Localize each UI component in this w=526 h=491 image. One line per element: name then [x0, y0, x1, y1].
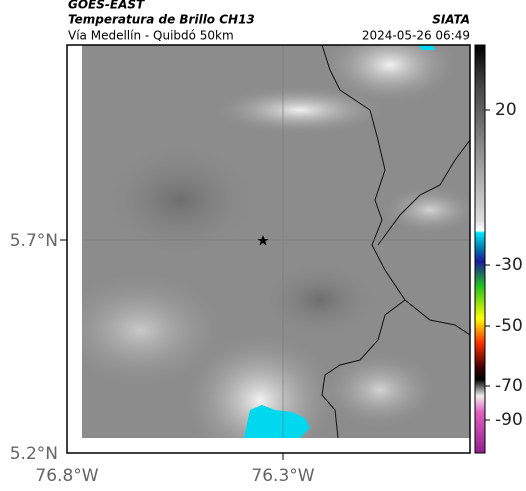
colorbar-label: 20 — [495, 100, 517, 120]
title: GOES-EAST — [68, 0, 145, 12]
colorbar-label: -70 — [495, 376, 523, 396]
colorbar-label: -30 — [495, 255, 523, 275]
lon-label: 76.8°W — [35, 466, 98, 486]
colorbar-label: -50 — [495, 316, 523, 336]
source: SIATA — [432, 13, 470, 27]
datetime: 2024-05-26 06:49 — [362, 29, 470, 43]
lat-label: 5.2°N — [10, 444, 58, 464]
colorbar-ticks — [485, 109, 490, 421]
lon-label: 76.3°W — [251, 466, 314, 486]
location: Vía Medellín - Quibdó 50km — [68, 29, 234, 43]
lat-label: 5.7°N — [10, 231, 58, 251]
colorbar-label: -90 — [495, 410, 523, 430]
map — [82, 45, 470, 438]
map-frame — [66, 44, 471, 454]
subtitle: Temperatura de Brillo CH13 — [68, 13, 255, 27]
colorbar — [474, 44, 486, 454]
